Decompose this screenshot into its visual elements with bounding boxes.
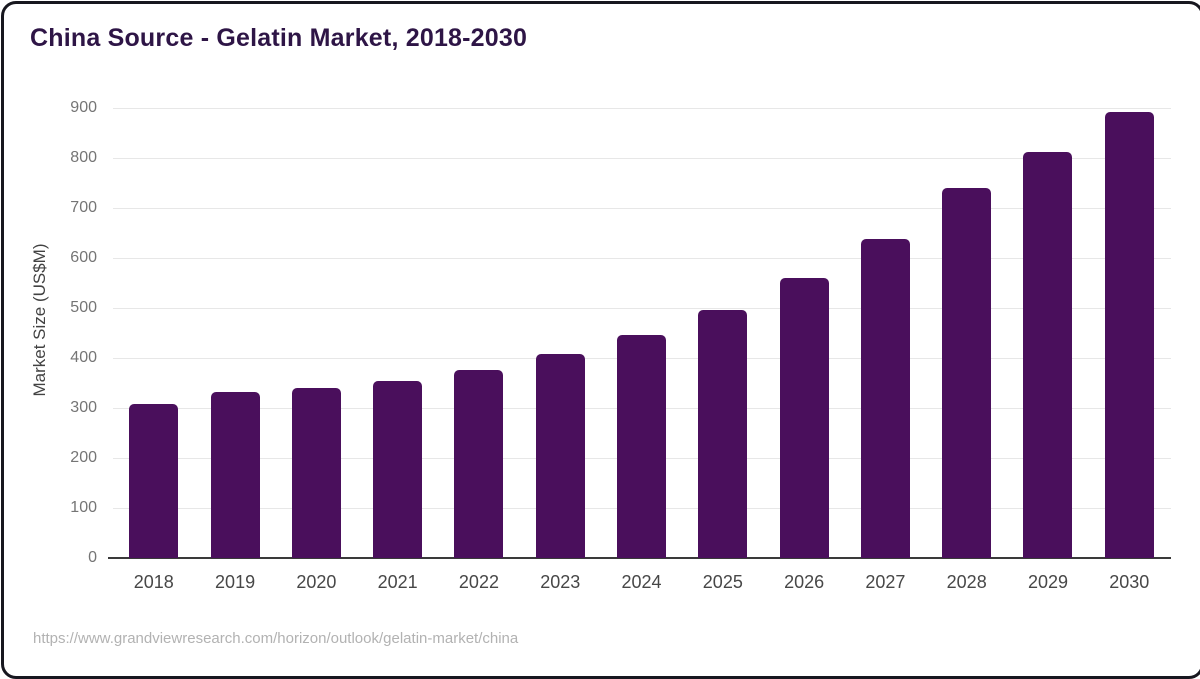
y-tick-800: 800 [70, 149, 97, 166]
x-label-2020: 2020 [296, 572, 337, 592]
bar-2018[interactable] [129, 404, 179, 558]
bar-2024[interactable] [617, 335, 667, 558]
gridline-800 [113, 158, 1171, 159]
y-tick-100: 100 [70, 499, 97, 516]
y-tick-300: 300 [70, 399, 97, 416]
x-label-2022: 2022 [458, 572, 499, 592]
x-label-2024: 2024 [621, 572, 662, 592]
y-tick-600: 600 [70, 249, 97, 266]
y-tick-0: 0 [88, 549, 97, 566]
x-axis-line [108, 557, 1171, 559]
x-label-2030: 2030 [1109, 572, 1150, 592]
x-label-2027: 2027 [865, 572, 906, 592]
x-label-2021: 2021 [377, 572, 418, 592]
x-label-2019: 2019 [215, 572, 256, 592]
bar-2023[interactable] [535, 354, 585, 558]
y-tick-400: 400 [70, 349, 97, 366]
y-tick-200: 200 [70, 449, 97, 466]
source-url: https://www.grandviewresearch.com/horizo… [33, 630, 519, 647]
chart-title: China Source - Gelatin Market, 2018-2030 [30, 24, 528, 52]
bar-2029[interactable] [1023, 152, 1073, 558]
bar-2030[interactable] [1104, 111, 1154, 558]
x-label-2028: 2028 [946, 572, 987, 592]
bar-2025[interactable] [698, 309, 748, 558]
bar-2020[interactable] [291, 387, 341, 558]
y-tick-700: 700 [70, 199, 97, 216]
gridline-900 [113, 108, 1171, 109]
x-label-2025: 2025 [702, 572, 743, 592]
bar-2027[interactable] [860, 238, 910, 558]
x-label-2023: 2023 [540, 572, 581, 592]
bar-2028[interactable] [942, 187, 992, 558]
gridline-600 [113, 258, 1171, 259]
y-tick-900: 900 [70, 99, 97, 116]
bar-2021[interactable] [373, 380, 423, 558]
gridline-500 [113, 308, 1171, 309]
bar-2019[interactable] [210, 391, 260, 558]
x-label-2018: 2018 [133, 572, 174, 592]
x-label-2026: 2026 [784, 572, 825, 592]
gridline-700 [113, 208, 1171, 209]
x-label-2029: 2029 [1027, 572, 1068, 592]
bar-2022[interactable] [454, 369, 504, 558]
bar-2026[interactable] [779, 277, 829, 558]
plot-area [108, 83, 1171, 559]
y-tick-500: 500 [70, 299, 97, 316]
